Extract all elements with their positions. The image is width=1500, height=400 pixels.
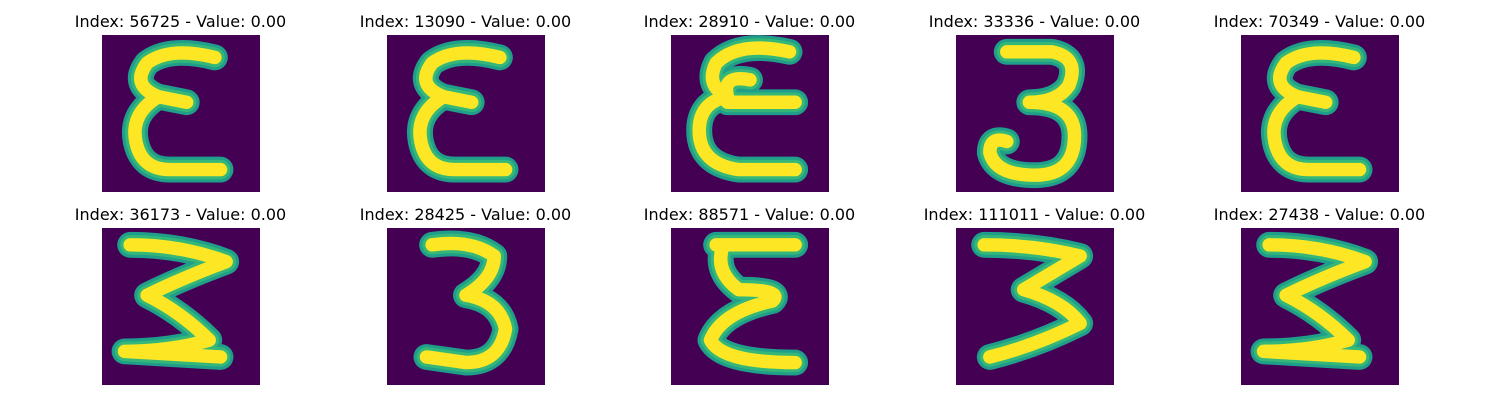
handwritten-stroke (413, 46, 513, 177)
image-panel: Index: 28910 - Value: 0.00 (607, 0, 892, 192)
image-panel: Index: 56725 - Value: 0.00 (38, 0, 323, 192)
handwritten-stroke (977, 238, 1087, 364)
panel-title: Index: 13090 - Value: 0.00 (359, 12, 572, 31)
panel-title: Index: 28910 - Value: 0.00 (643, 12, 856, 31)
panel-title: Index: 70349 - Value: 0.00 (1213, 12, 1426, 31)
handwritten-stroke (419, 236, 513, 370)
image-panel: Index: 28425 - Value: 0.00 (323, 193, 608, 385)
panel-title: Index: 27438 - Value: 0.00 (1213, 205, 1426, 224)
digit-image (671, 228, 829, 385)
digit-image (956, 228, 1114, 385)
panel-title: Index: 88571 - Value: 0.00 (643, 205, 856, 224)
image-panel: Index: 111011 - Value: 0.00 (892, 193, 1177, 385)
handwritten-stroke (1267, 46, 1367, 177)
image-panel: Index: 13090 - Value: 0.00 (323, 0, 608, 192)
digit-image (1241, 35, 1399, 192)
panel-title: Index: 28425 - Value: 0.00 (359, 205, 572, 224)
digit-image (1241, 228, 1399, 385)
digit-image (387, 228, 545, 385)
panel-title: Index: 111011 - Value: 0.00 (923, 205, 1146, 224)
panel-title: Index: 36173 - Value: 0.00 (74, 205, 287, 224)
handwritten-stroke (703, 238, 802, 370)
image-panel: Index: 70349 - Value: 0.00 (1177, 0, 1462, 192)
digit-image (387, 35, 545, 192)
handwritten-stroke (1256, 238, 1372, 364)
handwritten-stroke (128, 46, 228, 177)
digit-image (102, 35, 260, 192)
panel-title: Index: 33336 - Value: 0.00 (928, 12, 1141, 31)
handwritten-stroke (692, 41, 802, 177)
digit-image (671, 35, 829, 192)
panel-title: Index: 56725 - Value: 0.00 (74, 12, 287, 31)
digit-image (956, 35, 1114, 192)
handwritten-stroke (117, 238, 233, 364)
image-panel: Index: 33336 - Value: 0.00 (892, 0, 1177, 192)
handwritten-stroke (983, 45, 1082, 182)
image-panel: Index: 27438 - Value: 0.00 (1177, 193, 1462, 385)
image-panel: Index: 36173 - Value: 0.00 (38, 193, 323, 385)
image-panel: Index: 88571 - Value: 0.00 (607, 193, 892, 385)
digit-image (102, 228, 260, 385)
